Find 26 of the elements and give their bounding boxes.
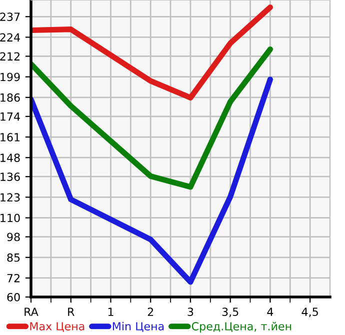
x-tick-label: R [68, 308, 74, 316]
x-tick-label: 4 [267, 308, 274, 316]
y-tick-label: 60 [7, 292, 20, 302]
x-tick-label: 3 [188, 308, 194, 316]
y-tick-label: 98 [7, 232, 20, 242]
y-tick-label: 237 [0, 12, 20, 22]
y-tick-label: 136 [0, 172, 20, 181]
y-tick-label: 186 [0, 93, 20, 102]
x-tick-label: 3,5 [222, 308, 238, 318]
y-tick-label: 224 [0, 33, 20, 42]
legend-label: Сред.Цена, т.йен [192, 322, 292, 333]
legend-label: Max Цена [30, 322, 84, 332]
y-tick-label: 148 [0, 154, 20, 162]
x-tick-label: 2 [148, 308, 154, 316]
y-tick-label: 85 [7, 253, 20, 262]
y-tick-label: 161 [0, 132, 20, 142]
y-tick-label: 123 [0, 193, 20, 202]
y-tick-label: 199 [0, 72, 20, 82]
x-tick-label: RA [24, 308, 38, 316]
x-tick-label: 4,5 [302, 308, 318, 318]
legend-label: Min Цена [112, 322, 164, 332]
x-tick-label: 1 [108, 308, 114, 316]
y-tick-label: 212 [0, 52, 20, 60]
y-tick-label: 174 [0, 112, 20, 121]
y-tick-label: 72 [7, 274, 20, 282]
y-tick-label: 110 [0, 214, 20, 222]
